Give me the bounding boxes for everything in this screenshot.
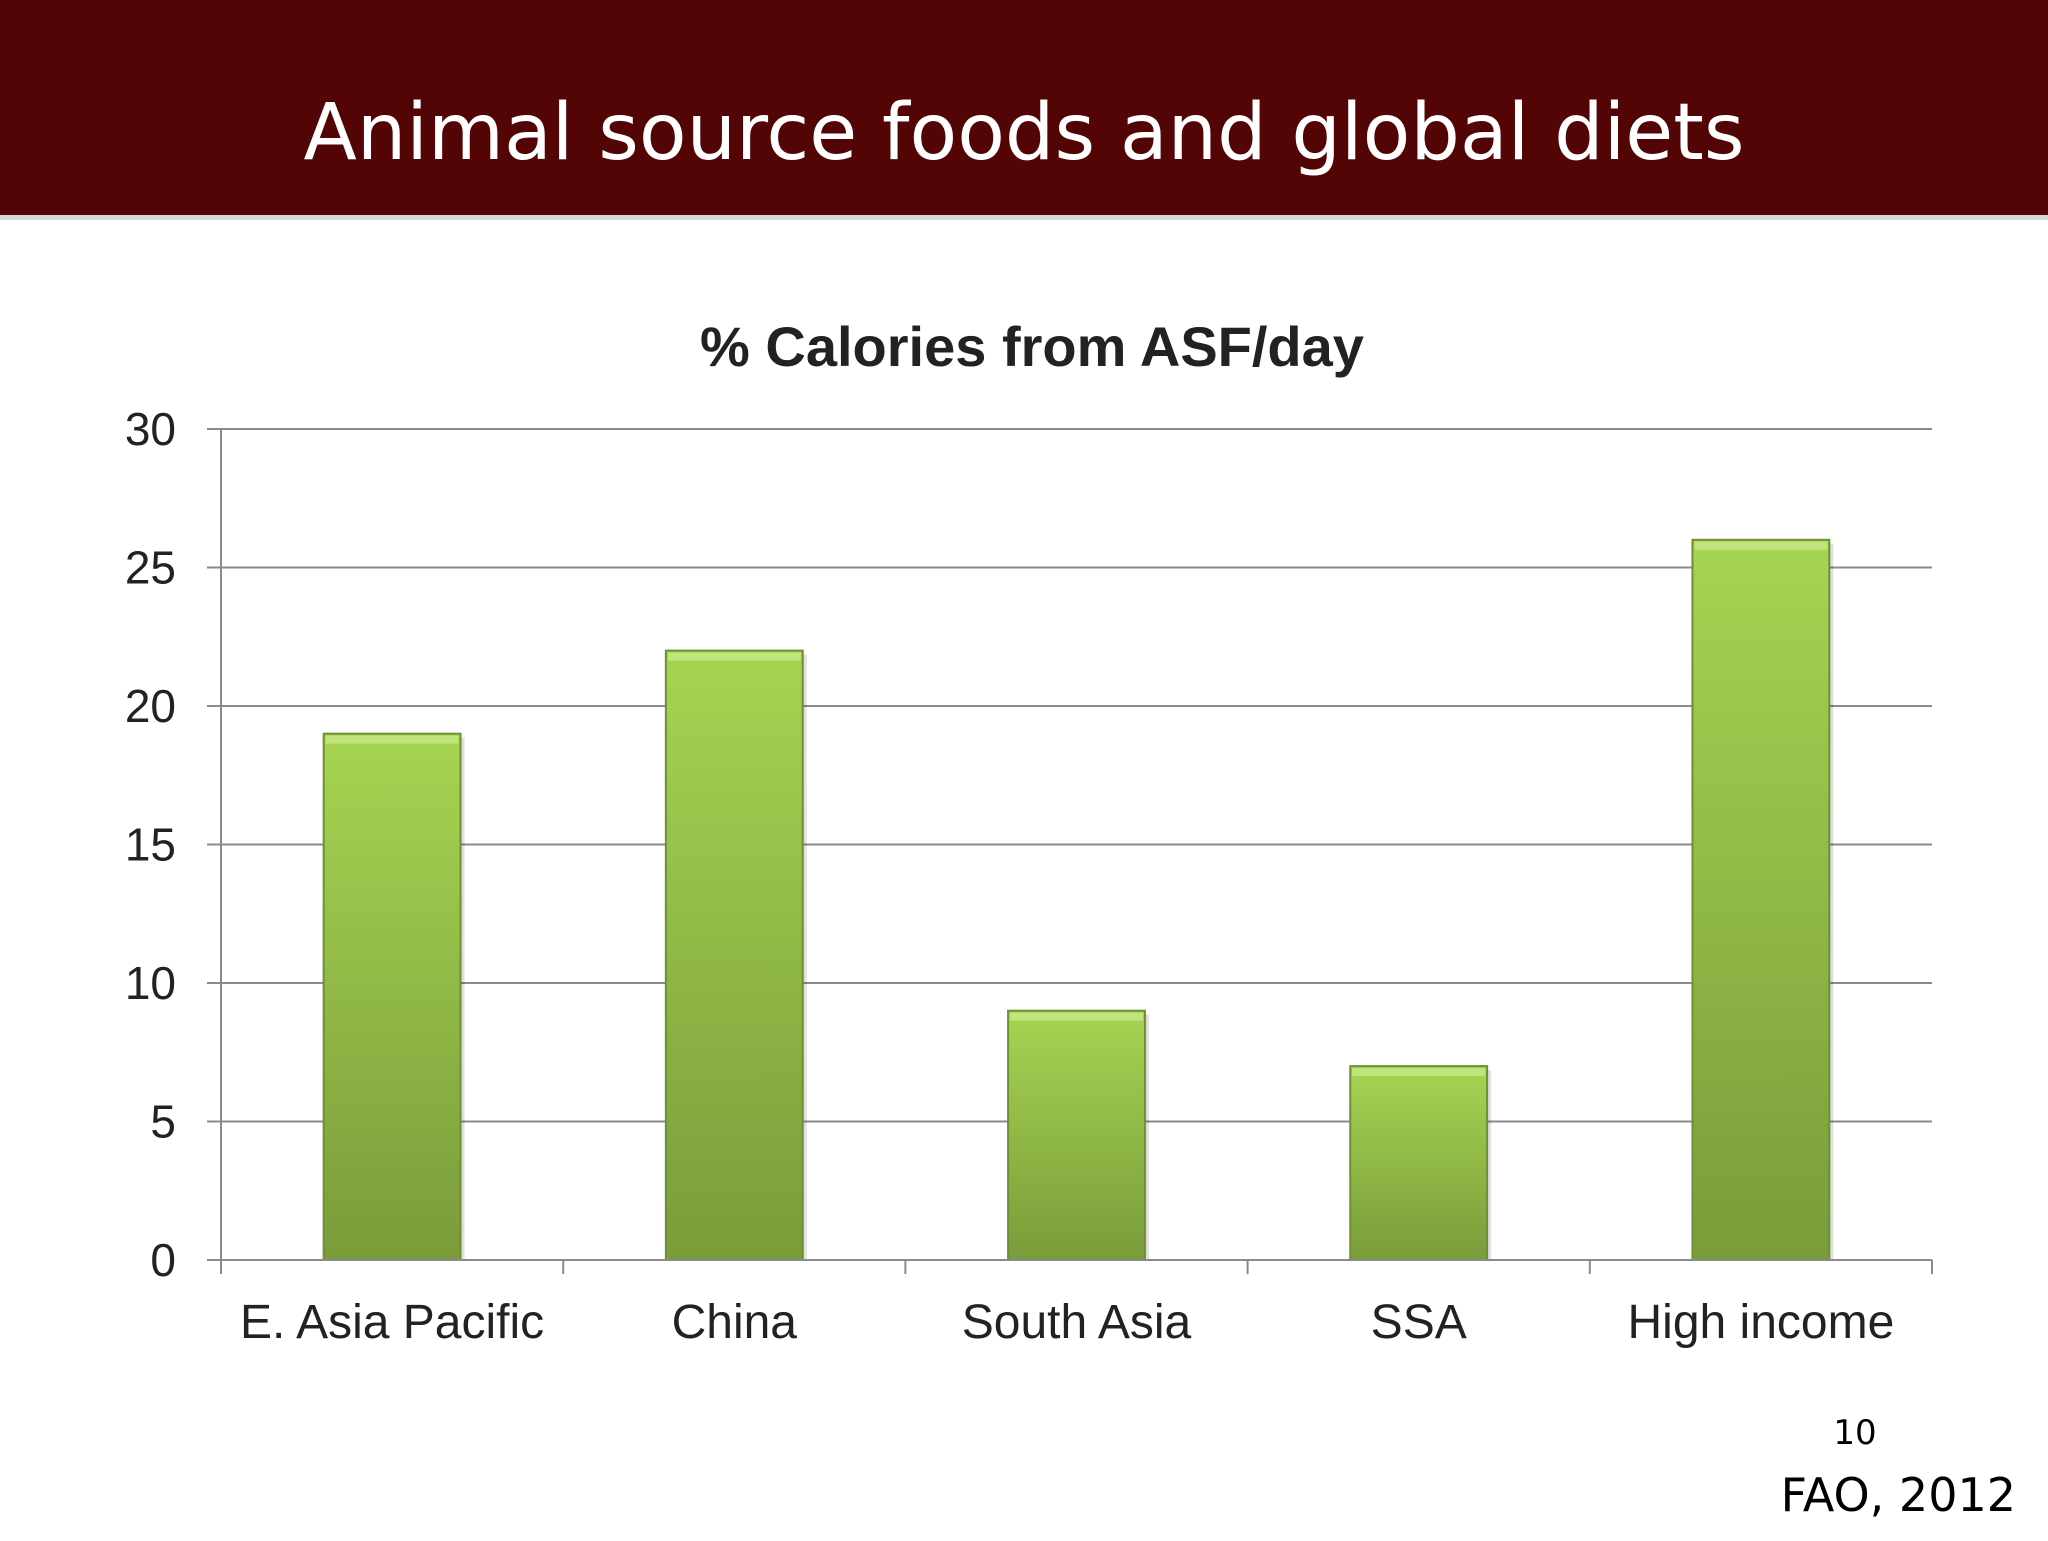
bar xyxy=(1349,1065,1489,1261)
bar-highlight xyxy=(1010,1012,1143,1021)
gridlines xyxy=(221,428,1932,1123)
slide-header: Animal source foods and global diets xyxy=(0,0,2048,220)
y-tick-label: 30 xyxy=(125,403,176,455)
bar xyxy=(664,649,804,1261)
source-citation: FAO, 2012 xyxy=(1780,1468,2016,1522)
chart-title: % Calories from ASF/day xyxy=(700,315,1364,378)
page-number: 10 xyxy=(1833,1413,1877,1453)
y-tick-label: 15 xyxy=(125,819,176,871)
x-tick-label: South Asia xyxy=(962,1296,1192,1349)
y-tick-label: 20 xyxy=(125,680,176,732)
y-tick-label: 10 xyxy=(125,957,176,1009)
y-tick-label: 0 xyxy=(150,1234,176,1286)
bar xyxy=(1007,1009,1146,1262)
bar-highlight xyxy=(1352,1068,1486,1077)
x-tick-label: SSA xyxy=(1371,1296,1467,1349)
y-tick-label: 5 xyxy=(150,1096,176,1148)
bar-highlight xyxy=(325,735,459,744)
bars xyxy=(322,538,1834,1262)
x-tick-label: E. Asia Pacific xyxy=(240,1296,544,1349)
axes: 0 5 10 15 20 25 30 E. Asia Pacific China South As… xyxy=(125,403,1933,1349)
y-tick-label: 25 xyxy=(125,542,176,594)
bar-highlight xyxy=(667,652,801,661)
bar xyxy=(322,732,462,1261)
x-tick-label: High income xyxy=(1628,1296,1895,1349)
slide-title: Animal source foods and global diets xyxy=(303,88,1745,178)
x-tick-label: China xyxy=(672,1296,798,1349)
bar-highlight xyxy=(1694,541,1828,550)
bar xyxy=(1691,538,1831,1261)
